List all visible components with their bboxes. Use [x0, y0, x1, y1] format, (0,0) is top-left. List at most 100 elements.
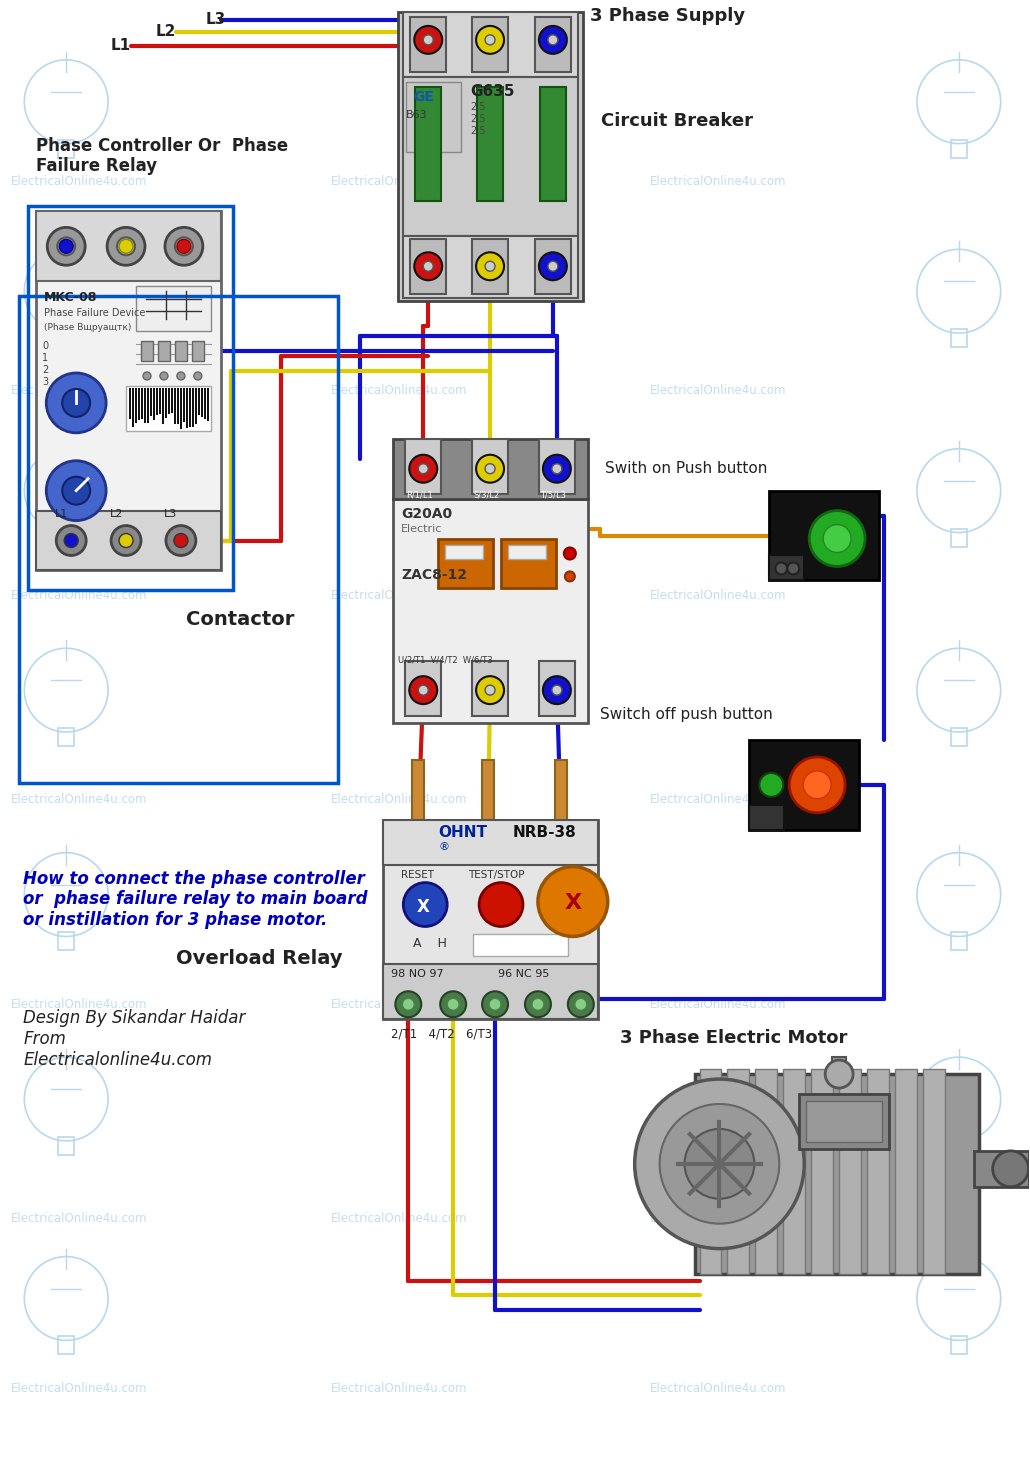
Bar	[783, 1069, 805, 1274]
Circle shape	[563, 548, 576, 559]
Bar	[839, 1069, 861, 1274]
Circle shape	[485, 686, 495, 696]
Circle shape	[440, 991, 467, 1017]
Text: ElectricalOnline4u.com: ElectricalOnline4u.com	[11, 589, 148, 602]
Circle shape	[160, 371, 168, 380]
Bar	[415, 87, 441, 201]
Bar	[393, 499, 588, 724]
Text: ZAC8-12: ZAC8-12	[402, 568, 468, 583]
Circle shape	[418, 686, 428, 696]
Bar	[508, 545, 546, 559]
Circle shape	[174, 533, 187, 548]
Text: ElectricalOnline4u.com: ElectricalOnline4u.com	[331, 589, 467, 602]
Bar	[923, 1069, 945, 1274]
Text: 98 NO 97: 98 NO 97	[391, 969, 444, 979]
Bar	[951, 932, 967, 950]
Bar	[867, 1069, 889, 1274]
Text: TEST/STOP: TEST/STOP	[468, 869, 524, 879]
Bar	[535, 239, 571, 294]
Circle shape	[119, 239, 133, 254]
Text: B63: B63	[406, 110, 427, 120]
Bar	[126, 386, 211, 430]
Text: L3: L3	[206, 12, 227, 26]
Bar	[168, 388, 170, 414]
Text: RESET: RESET	[402, 869, 435, 879]
Text: G20A0: G20A0	[402, 506, 452, 521]
Text: MKC-08: MKC-08	[44, 291, 98, 304]
Bar	[159, 388, 161, 414]
Bar	[195, 388, 197, 424]
Circle shape	[485, 464, 495, 474]
Bar	[410, 18, 446, 72]
Bar	[158, 341, 170, 361]
Bar	[951, 329, 967, 346]
Bar	[383, 964, 597, 1019]
Text: ElectricalOnline4u.com: ElectricalOnline4u.com	[331, 793, 467, 806]
Circle shape	[119, 533, 133, 548]
Circle shape	[476, 252, 504, 280]
Text: ElectricalOnline4u.com: ElectricalOnline4u.com	[331, 1213, 467, 1226]
Text: L2: L2	[156, 23, 176, 40]
Bar	[162, 388, 164, 424]
Circle shape	[177, 239, 191, 254]
Text: GE: GE	[413, 90, 435, 104]
Circle shape	[414, 26, 442, 54]
Text: X: X	[416, 897, 430, 916]
Circle shape	[62, 477, 91, 505]
Text: 2.5: 2.5	[470, 126, 485, 135]
Circle shape	[404, 882, 447, 926]
Circle shape	[825, 1060, 853, 1088]
Circle shape	[447, 998, 459, 1010]
Text: L1: L1	[111, 38, 131, 53]
Bar	[540, 87, 565, 201]
Circle shape	[166, 526, 196, 555]
Circle shape	[575, 998, 587, 1010]
Circle shape	[539, 26, 567, 54]
Circle shape	[418, 464, 428, 474]
Circle shape	[60, 239, 73, 254]
Bar	[141, 341, 153, 361]
Text: ®: ®	[438, 841, 449, 851]
Circle shape	[479, 882, 523, 926]
Bar	[135, 388, 137, 423]
Circle shape	[107, 228, 145, 266]
Bar	[477, 87, 503, 201]
Bar	[755, 1069, 778, 1274]
Bar	[156, 388, 158, 415]
Text: ElectricalOnline4u.com: ElectricalOnline4u.com	[650, 1213, 786, 1226]
Bar	[28, 207, 233, 590]
Bar	[951, 1136, 967, 1155]
Text: (Phase Вщруащтк): (Phase Вщруащтк)	[44, 323, 132, 332]
Bar	[501, 539, 556, 589]
Bar	[185, 388, 187, 427]
Circle shape	[396, 991, 421, 1017]
Bar	[750, 804, 784, 829]
Circle shape	[476, 455, 504, 483]
Bar	[895, 1069, 917, 1274]
Circle shape	[409, 677, 437, 705]
Circle shape	[64, 533, 78, 548]
Text: ElectricalOnline4u.com: ElectricalOnline4u.com	[650, 589, 786, 602]
Circle shape	[525, 991, 551, 1017]
Text: T/5/L3: T/5/L3	[540, 490, 565, 499]
Bar	[694, 1075, 978, 1274]
Bar	[59, 932, 74, 950]
Bar	[383, 819, 597, 1019]
Bar	[472, 239, 508, 294]
Text: ElectricalOnline4u.com: ElectricalOnline4u.com	[650, 1381, 786, 1395]
Bar	[812, 1069, 833, 1274]
Bar	[445, 545, 483, 559]
Circle shape	[568, 991, 593, 1017]
Circle shape	[543, 677, 571, 705]
Circle shape	[543, 455, 571, 483]
Bar	[973, 1151, 1029, 1186]
Text: ElectricalOnline4u.com: ElectricalOnline4u.com	[11, 793, 148, 806]
Bar	[951, 728, 967, 746]
Circle shape	[423, 35, 434, 46]
Bar	[188, 388, 191, 427]
Bar	[180, 388, 182, 429]
Bar	[36, 211, 220, 282]
Text: Circuit Breaker: Circuit Breaker	[600, 112, 753, 129]
Circle shape	[803, 771, 831, 799]
Text: ElectricalOnline4u.com: ElectricalOnline4u.com	[11, 998, 148, 1011]
